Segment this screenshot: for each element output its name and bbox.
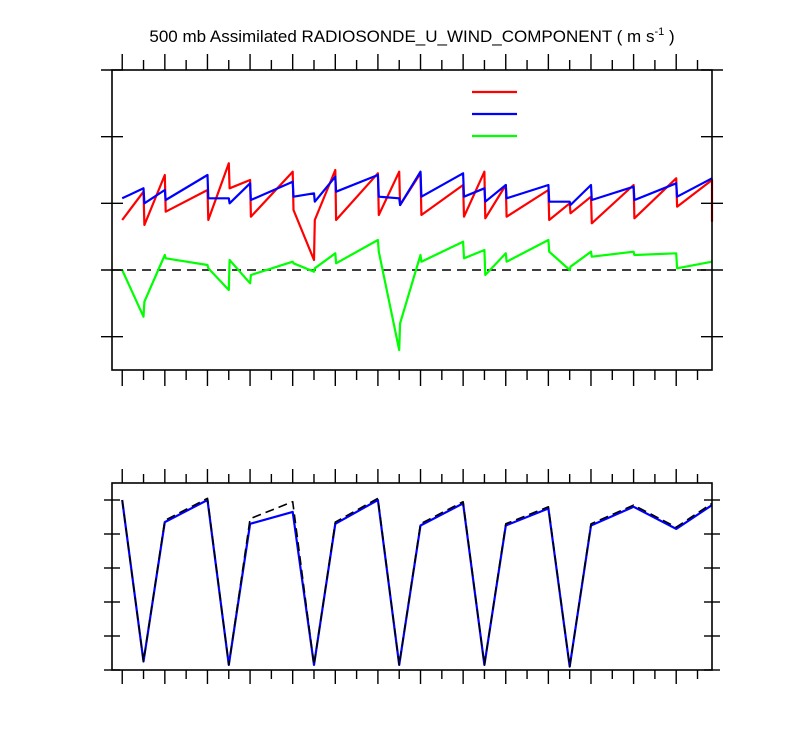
chart-title-main: 500 mb Assimilated RADIOSONDE_U_WIND_COM… <box>149 27 654 46</box>
series-line-1 <box>121 497 713 668</box>
plot-frame <box>111 482 713 671</box>
plot-frame <box>111 69 713 371</box>
bottom-plot-area <box>104 469 720 684</box>
series-line-1 <box>121 170 713 207</box>
chart-title: 500 mb Assimilated RADIOSONDE_U_WIND_COM… <box>149 26 674 46</box>
chart-title-unit-exponent: -1 <box>654 26 664 38</box>
top-plot-area <box>101 54 723 386</box>
chart-title-close: ) <box>664 27 674 46</box>
series-line-2 <box>121 238 713 352</box>
